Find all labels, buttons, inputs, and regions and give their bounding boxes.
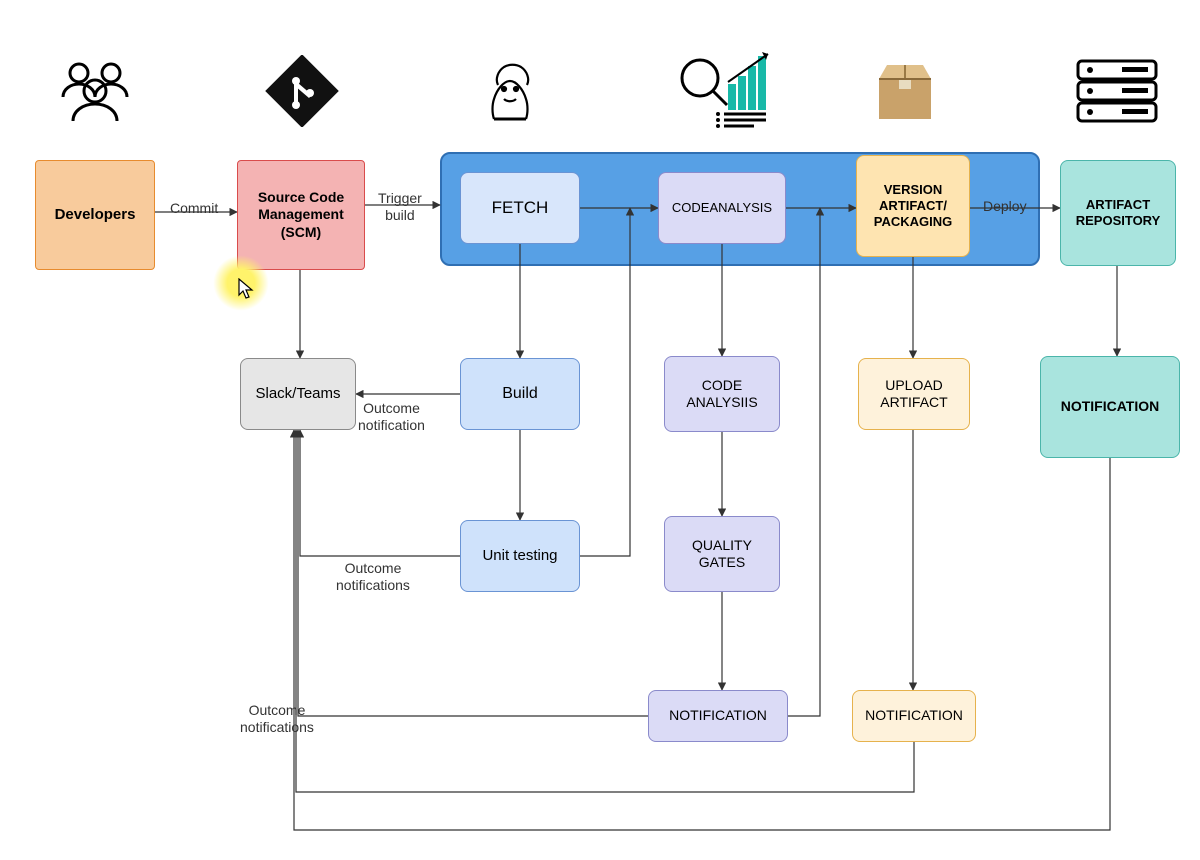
edge-label: Outcomenotification xyxy=(358,400,425,434)
developers-icon xyxy=(55,55,135,127)
servers-icon xyxy=(1072,55,1162,127)
node-unit-testing: Unit testing xyxy=(460,520,580,592)
edge-label: Deploy xyxy=(983,198,1027,215)
label: Build xyxy=(502,384,538,404)
label: CODEANALYSIS xyxy=(672,200,772,216)
label: VERSIONARTIFACT/PACKAGING xyxy=(874,182,952,231)
label: QUALITYGATES xyxy=(692,537,752,572)
label: FETCH xyxy=(492,197,549,218)
label: NOTIFICATION xyxy=(669,707,767,725)
node-artifact-repository: ARTIFACTREPOSITORY xyxy=(1060,160,1176,266)
label: Slack/Teams xyxy=(255,385,340,404)
node-slack-teams: Slack/Teams xyxy=(240,358,356,430)
node-notification-gates: NOTIFICATION xyxy=(648,690,788,742)
label: UPLOADARTIFACT xyxy=(880,377,947,412)
label: NOTIFICATION xyxy=(1061,398,1160,416)
node-code-analysis-2: CODEANALYSIIS xyxy=(664,356,780,432)
label: Developers xyxy=(55,206,136,225)
node-codeanalysis: CODEANALYSIS xyxy=(658,172,786,244)
edge-label: Outcomenotifications xyxy=(336,560,410,594)
analysis-chart-icon xyxy=(670,48,770,128)
node-version-artifact: VERSIONARTIFACT/PACKAGING xyxy=(856,155,970,257)
package-box-icon xyxy=(865,55,945,127)
node-notification-upload: NOTIFICATION xyxy=(852,690,976,742)
node-fetch: FETCH xyxy=(460,172,580,244)
edges-layer xyxy=(0,0,1200,860)
label: ARTIFACTREPOSITORY xyxy=(1076,197,1161,230)
node-notification-repo: NOTIFICATION xyxy=(1040,356,1180,458)
jenkins-icon xyxy=(470,55,550,127)
label: CODEANALYSIIS xyxy=(686,377,757,412)
edge-label: Commit xyxy=(170,200,218,217)
edge-label: Triggerbuild xyxy=(378,190,422,224)
label: NOTIFICATION xyxy=(865,707,963,725)
node-upload-artifact: UPLOADARTIFACT xyxy=(858,358,970,430)
label: Unit testing xyxy=(482,547,557,566)
git-icon xyxy=(262,55,342,127)
node-developers: Developers xyxy=(35,160,155,270)
node-scm: Source CodeManagement(SCM) xyxy=(237,160,365,270)
label: Source CodeManagement(SCM) xyxy=(258,189,344,242)
node-quality-gates: QUALITYGATES xyxy=(664,516,780,592)
edge-label: Outcomenotifications xyxy=(240,702,314,736)
node-build: Build xyxy=(460,358,580,430)
mouse-cursor-icon xyxy=(238,278,254,305)
